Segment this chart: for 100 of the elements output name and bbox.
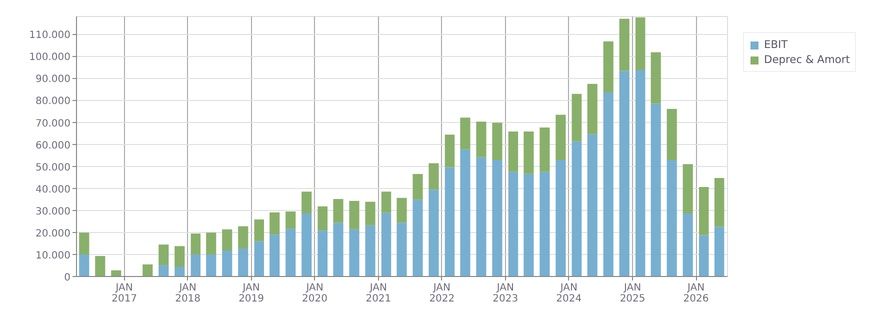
y-tick-label: 40.000 — [36, 184, 71, 196]
bar — [698, 235, 709, 276]
bar — [572, 94, 582, 142]
bar — [412, 174, 423, 200]
bar — [682, 164, 693, 214]
bar — [254, 219, 264, 242]
y-tick-label: 110.000 — [29, 30, 71, 42]
bar — [650, 52, 661, 104]
bar — [508, 132, 518, 172]
bar — [254, 241, 264, 276]
bar — [492, 122, 502, 160]
x-tick-label: JAN 2019 — [238, 282, 264, 304]
bar — [190, 254, 201, 276]
bar — [572, 141, 582, 276]
bar — [556, 160, 566, 276]
bar — [556, 114, 566, 160]
bar — [603, 41, 614, 93]
bar — [365, 202, 376, 226]
bar — [365, 225, 376, 276]
bar — [158, 265, 169, 276]
bar — [302, 213, 312, 276]
bar — [396, 198, 407, 223]
bar — [714, 178, 724, 227]
bar — [587, 84, 598, 134]
y-tick-label: 0 — [64, 272, 71, 284]
x-tick-label: JAN 2017 — [112, 282, 138, 304]
bar — [476, 122, 486, 158]
y-tick-label: 70.000 — [36, 118, 71, 130]
x-tick-label: JAN 2023 — [492, 282, 518, 304]
bar — [619, 70, 630, 276]
bar — [460, 149, 470, 276]
x-tick-label: JAN 2025 — [620, 282, 646, 304]
y-tick-label: 50.000 — [36, 162, 71, 174]
legend-label: EBIT — [764, 38, 788, 51]
bar — [476, 157, 486, 276]
bar — [190, 234, 201, 254]
bar — [206, 232, 216, 254]
bar — [381, 212, 392, 276]
x-tick-label: JAN 2021 — [366, 282, 392, 304]
bar — [603, 92, 614, 276]
x-tick-label: JAN 2018 — [175, 282, 201, 304]
bar — [349, 200, 360, 230]
bar — [270, 234, 280, 276]
bar — [524, 132, 534, 174]
bar — [635, 70, 646, 276]
bar — [286, 228, 296, 276]
x-tick-label: JAN 2026 — [683, 282, 709, 304]
bar — [142, 264, 153, 276]
bar — [318, 206, 328, 231]
bar — [318, 230, 328, 276]
bar — [174, 267, 185, 276]
y-tick-label: 100.000 — [29, 52, 71, 64]
bar — [540, 172, 550, 276]
y-tick-label: 80.000 — [36, 96, 71, 108]
bar — [682, 213, 693, 276]
bar — [524, 174, 534, 276]
x-tick-label: JAN 2024 — [556, 282, 582, 304]
legend-label: Deprec & Amort — [764, 53, 850, 66]
bar — [666, 160, 677, 276]
bar — [635, 17, 646, 70]
bar — [698, 187, 709, 236]
bar — [428, 190, 439, 276]
bar — [508, 172, 518, 276]
y-tick-label: 90.000 — [36, 74, 71, 86]
y-tick-label: 30.000 — [36, 206, 71, 218]
bar — [302, 192, 312, 214]
x-tick-label: JAN 2022 — [429, 282, 455, 304]
bar — [349, 229, 360, 276]
y-tick-label: 10.000 — [36, 250, 71, 262]
bar — [333, 198, 344, 223]
bar — [238, 226, 248, 249]
bar — [460, 118, 470, 150]
bar — [428, 163, 439, 190]
bar — [79, 232, 90, 254]
bar — [174, 246, 185, 268]
bar — [396, 222, 407, 276]
bar — [444, 167, 455, 276]
y-tick-label: 20.000 — [36, 228, 71, 240]
bar — [206, 254, 216, 276]
bar — [158, 244, 169, 266]
bar — [79, 254, 90, 276]
bar — [270, 212, 280, 235]
bar — [540, 128, 550, 172]
bar — [666, 108, 677, 160]
bar — [650, 104, 661, 276]
bar — [444, 134, 455, 168]
bar — [619, 18, 630, 71]
bar — [286, 212, 296, 229]
x-tick-label: JAN 2020 — [302, 282, 328, 304]
bar — [333, 222, 344, 276]
bar — [222, 229, 232, 250]
bar — [238, 248, 248, 276]
bar — [714, 226, 724, 276]
bar — [95, 256, 106, 276]
bar — [492, 160, 502, 276]
bar — [587, 134, 598, 276]
bar — [412, 200, 423, 276]
bar — [381, 192, 392, 213]
y-tick-label: 60.000 — [36, 140, 71, 152]
bar — [222, 250, 232, 276]
